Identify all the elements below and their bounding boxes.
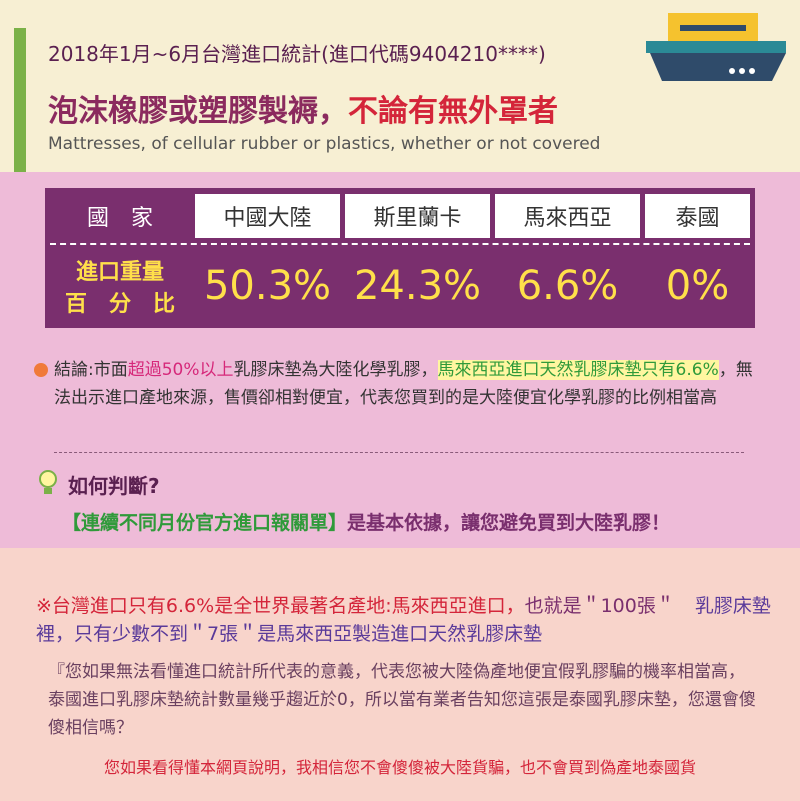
row-label: 進口重量百 分 比 <box>50 250 190 322</box>
value-cell: 24.3% <box>353 263 482 309</box>
lightbulb-icon <box>39 470 57 494</box>
title-run: 不論有無外罩者 <box>348 94 558 129</box>
subtitle: 2018年1月~6月台灣進口統計(進口代碼9404210****) <box>48 42 546 66</box>
title-run: 泡沫橡膠或塑膠製褥， <box>48 94 348 129</box>
howto-text: 【連續不同月份官方進口報關單】是基本依據，讓您避免買到大陸乳膠！ <box>62 508 670 535</box>
header-panel: 2018年1月~6月台灣進口統計(進口代碼9404210****) 泡沫橡膠或塑… <box>0 0 800 172</box>
value-cell: 50.3% <box>203 263 332 309</box>
footer: 您如果看得懂本網頁說明，我相信您不會傻傻被大陸貨騙，也不會買到偽產地泰國貨 <box>103 758 696 777</box>
accent-bar <box>14 28 26 172</box>
ship-icon <box>646 13 786 81</box>
import-table: 國 家 中國大陸 斯里蘭卡 馬來西亞 泰國 進口重量百 分 比 50.3% 24… <box>45 188 755 328</box>
text-run: 【連續不同月份官方進口報關單】 <box>62 512 348 534</box>
text-run: 是基本依據，讓您避免買到大陸乳膠！ <box>347 512 671 534</box>
howto-title: 如何判斷? <box>68 474 160 498</box>
separator <box>50 243 750 245</box>
text-run: ※台灣進口只有6.6%是全世界最著名產地:馬來西亞進口， <box>36 595 525 617</box>
text-run: 超過50%以上 <box>127 360 234 380</box>
table-header-cell: 泰國 <box>645 194 750 238</box>
text-run: 乳膠床墊裡，只有少數不到＂7張＂是馬來西亞製造進口天然乳膠床墊 <box>36 595 771 645</box>
english-title: Mattresses, of cellular rubber or plasti… <box>48 134 601 154</box>
table-header-cell: 斯里蘭卡 <box>345 194 490 238</box>
table-header-cell: 中國大陸 <box>195 194 340 238</box>
note: ※台灣進口只有6.6%是全世界最著名產地:馬來西亞進口，也就是＂100張＂ 乳膠床… <box>36 592 776 648</box>
text-run: 乳膠床墊為大陸化學乳膠， <box>233 360 438 380</box>
text-run: ，無法出示進口產地來源，售價卻相對便宜，代表您買到的是大陸便宜化學乳膠的比例相當… <box>54 360 753 408</box>
table-header-cell: 馬來西亞 <box>495 194 640 238</box>
text-run: 馬來西亞進口天然乳膠床墊只有6.6% <box>437 360 719 380</box>
text-run: 也就是＂100張＂ <box>524 595 675 617</box>
note-panel: ※台灣進口只有6.6%是全世界最著名產地:馬來西亞進口，也就是＂100張＂ 乳膠床… <box>0 548 800 801</box>
table-header-cell: 國 家 <box>86 206 153 231</box>
bullet <box>34 363 48 377</box>
row-label-line: 進口重量 <box>75 260 164 285</box>
text-run: 結論:市面 <box>54 360 128 380</box>
divider <box>54 452 744 453</box>
conclusion: 結論:市面超過50%以上乳膠床墊為大陸化學乳膠，馬來西亞進口天然乳膠床墊只有6.… <box>54 356 754 412</box>
row-label-line: 百 分 比 <box>64 292 175 317</box>
quote: 『您如果無法看懂進口統計所代表的意義，代表您被大陸偽產地便宜假乳膠騙的機率相當高… <box>48 662 756 738</box>
title: 泡沫橡膠或塑膠製褥，不論有無外罩者 <box>48 86 558 130</box>
value-cell: 0% <box>665 263 730 309</box>
value-cell: 6.6% <box>516 263 619 309</box>
